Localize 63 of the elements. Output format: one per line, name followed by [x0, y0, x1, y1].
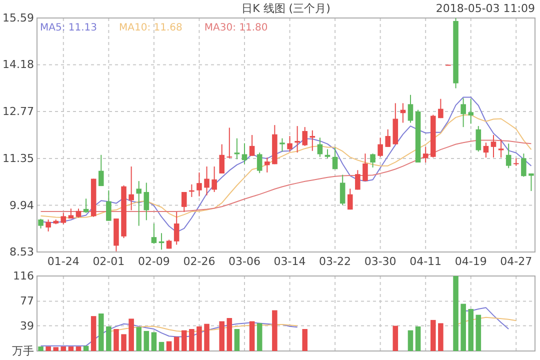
y-tick-label: 116	[13, 270, 34, 282]
y-tick-label: 8.53	[10, 246, 34, 258]
y-tick-label: 14.18	[2, 58, 34, 72]
y-tick-label: 39	[20, 319, 34, 332]
bar	[144, 330, 150, 351]
x-tick-label: 04-11	[410, 255, 442, 268]
y-tick-label: 万手	[12, 344, 34, 358]
bar	[174, 336, 180, 351]
bar	[234, 329, 240, 351]
text: 2018-05-03 11:09	[436, 2, 535, 15]
bar	[98, 314, 104, 351]
bar	[204, 324, 210, 351]
y-tick-label: 77	[20, 294, 34, 308]
bar	[272, 310, 278, 351]
bar	[76, 346, 82, 351]
y-tick-label: 12.77	[2, 104, 34, 118]
bar	[90, 316, 96, 351]
bar	[136, 327, 142, 351]
bar	[53, 347, 59, 351]
bar	[392, 326, 398, 351]
chart-title: 日K 线图 (三个月)	[242, 2, 330, 15]
bar	[38, 346, 44, 351]
bar	[158, 342, 164, 351]
bar	[476, 314, 482, 351]
y-tick-label: 11.35	[2, 152, 34, 166]
x-tick-label: 03-22	[319, 255, 352, 268]
x-tick-label: 04-19	[454, 255, 487, 268]
bar	[166, 341, 172, 351]
bar	[189, 329, 194, 351]
bar	[114, 329, 119, 351]
bar	[181, 330, 187, 351]
legend: MA5: 11.13 MA10: 11.68 MA30: 11.80	[40, 22, 268, 34]
x-tick-label: 02-09	[138, 255, 170, 268]
y-tick-label: 9.94	[10, 198, 34, 212]
x-tick-label: 02-01	[92, 255, 125, 268]
bar	[226, 318, 232, 351]
bar	[151, 332, 157, 351]
bar	[430, 320, 436, 351]
x-tick-label: 02-26	[183, 255, 216, 268]
bar	[468, 308, 474, 351]
x-tick-label: 01-24	[47, 255, 80, 268]
x-tick-label: 03-14	[274, 255, 306, 268]
bar	[460, 304, 466, 351]
bar	[121, 334, 126, 351]
bar	[196, 326, 202, 351]
bar	[46, 346, 51, 351]
bar	[256, 323, 262, 351]
bar	[83, 346, 89, 351]
bar	[415, 326, 421, 351]
bar	[219, 321, 225, 351]
y-tick-label: 15.59	[2, 12, 34, 24]
bar	[453, 276, 458, 351]
x-tick-label: 04-27	[500, 255, 532, 268]
bar	[60, 346, 66, 351]
bar	[408, 330, 414, 351]
bar	[106, 326, 112, 351]
bar	[128, 318, 134, 351]
x-tick-label: 03-06	[228, 255, 260, 268]
bar	[438, 323, 444, 351]
bar	[249, 321, 255, 351]
x-tick-label: 03-30	[364, 255, 396, 268]
bar	[302, 329, 308, 351]
bar	[68, 346, 74, 351]
